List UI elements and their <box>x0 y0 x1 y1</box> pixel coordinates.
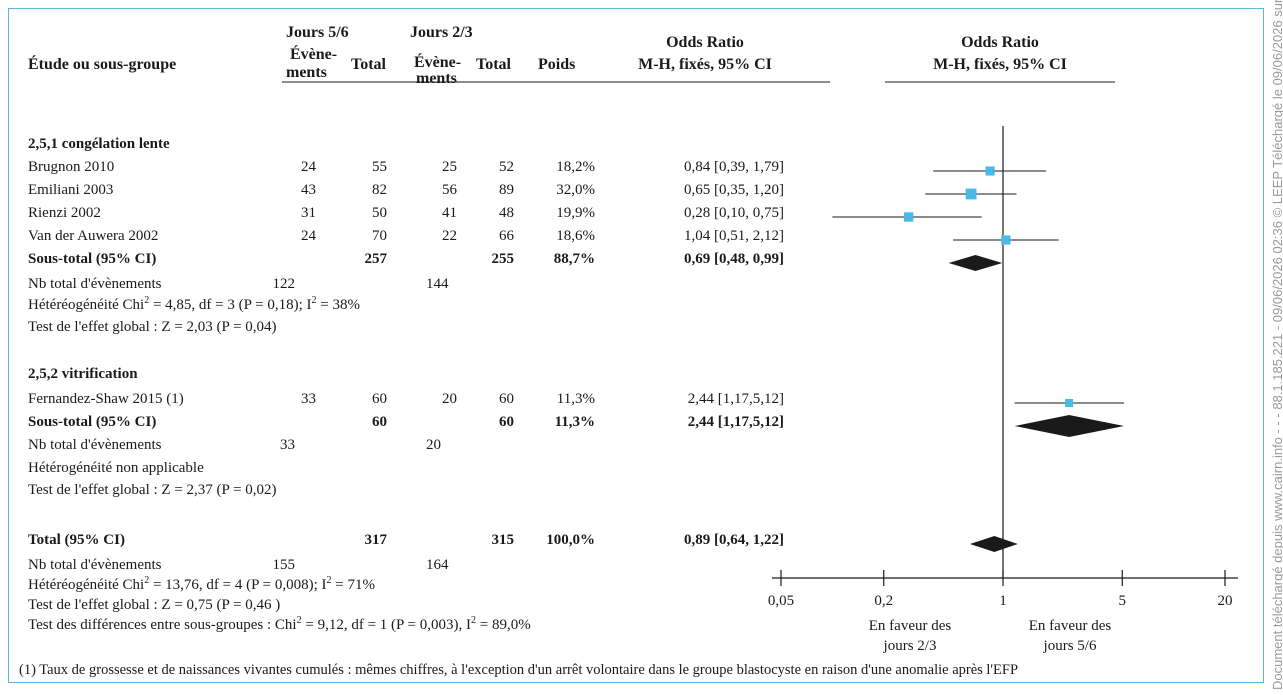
group2-header: Jours 2/3 <box>410 24 473 41</box>
study-header: Étude ou sous-groupe <box>28 56 177 73</box>
total-total2: 315 <box>491 532 515 548</box>
heterogeneity-text: Hétéréogénéité Chi2 = 4,85, df = 3 (P = … <box>28 295 360 314</box>
total1: 82 <box>372 182 387 198</box>
events-total1: 33 <box>280 437 295 453</box>
weight: 32,0% <box>556 182 595 198</box>
subgroup-differences-text: Test des différences entre sous-groupes … <box>28 615 531 634</box>
group1-events-header-bottom: ments <box>286 64 327 81</box>
weight: 18,2% <box>556 159 595 175</box>
events-label: Nb total d'évènements <box>28 437 162 453</box>
total-or-ci: 0,89 [0,64, 1,22] <box>684 532 784 548</box>
subtotal-or-ci: 0,69 [0,48, 0,99] <box>684 251 784 267</box>
group1-events-header-top: Évène- <box>290 46 338 63</box>
study-name: Brugnon 2010 <box>28 159 115 175</box>
total1: 55 <box>372 159 387 175</box>
heterogeneity-text: Hétérogénéité non applicable <box>28 460 204 476</box>
total1: 60 <box>372 391 387 407</box>
events2: 20 <box>442 391 457 407</box>
subtotal-weight: 11,3% <box>554 414 595 430</box>
or-ci: 0,65 [0,35, 1,20] <box>684 182 784 198</box>
weight: 19,9% <box>556 205 595 221</box>
subtotal-label: Sous-total (95% CI) <box>28 414 157 430</box>
group2-events-header-bottom: ments <box>416 70 457 87</box>
group1-header: Jours 5/6 <box>286 24 349 41</box>
events1: 31 <box>301 205 316 221</box>
favours-right-line1: En faveur des <box>1028 618 1112 634</box>
total2: 52 <box>499 159 514 175</box>
events2: 41 <box>442 205 457 221</box>
favours-left-line2: jours 2/3 <box>883 638 937 654</box>
events-label: Nb total d'évènements <box>28 557 162 573</box>
overall-effect-text: Test de l'effet global : Z = 0,75 (P = 0… <box>28 597 281 613</box>
overall-effect-text: Test de l'effet global : Z = 2,03 (P = 0… <box>28 319 277 335</box>
study-name: Van der Auwera 2002 <box>28 228 159 244</box>
events1: 24 <box>301 228 316 244</box>
or-ci: 2,44 [1,17,5,12] <box>687 391 784 407</box>
subtotal-label: Sous-total (95% CI) <box>28 251 157 267</box>
study-name: Emiliani 2003 <box>28 182 114 198</box>
total-weight: 100,0% <box>546 532 595 548</box>
or-ci: 0,28 [0,10, 0,75] <box>684 205 784 221</box>
total-label: Total (95% CI) <box>28 532 125 548</box>
weight: 18,6% <box>556 228 595 244</box>
events1: 24 <box>301 159 316 175</box>
subtotal-weight: 88,7% <box>553 251 595 267</box>
overall-effect-text: Test de l'effet global : Z = 2,37 (P = 0… <box>28 482 277 498</box>
events-total2: 144 <box>426 276 449 292</box>
group2-events-header-top: Évène- <box>414 54 462 71</box>
subtotal-or-ci: 2,44 [1,17,5,12] <box>687 414 784 430</box>
total2: 89 <box>499 182 514 198</box>
subtotal-total1: 60 <box>372 414 387 430</box>
subtotal-total2: 60 <box>499 414 514 430</box>
study-name: Fernandez-Shaw 2015 (1) <box>28 391 184 407</box>
weight-header: Poids <box>538 56 576 73</box>
events-total2: 164 <box>426 557 449 573</box>
figure-frame <box>8 8 1264 683</box>
events-total1: 122 <box>272 276 296 292</box>
total1: 70 <box>372 228 387 244</box>
plot-header-method: M-H, fixés, 95% CI <box>933 56 1067 73</box>
events1: 43 <box>301 182 316 198</box>
events2: 25 <box>442 159 457 175</box>
group2-total-header: Total <box>476 56 511 73</box>
favours-left-line1: En faveur des <box>868 618 952 634</box>
group1-total-header: Total <box>351 56 386 73</box>
weight: 11,3% <box>556 391 595 407</box>
or-header-method: M-H, fixés, 95% CI <box>638 56 772 73</box>
events1: 33 <box>301 391 316 407</box>
or-header-title: Odds Ratio <box>666 34 744 51</box>
total2: 60 <box>499 391 514 407</box>
subtotal-total1: 257 <box>364 251 388 267</box>
total2: 66 <box>499 228 514 244</box>
heterogeneity-text: Hétéréogénéité Chi2 = 13,76, df = 4 (P =… <box>28 575 375 594</box>
events2: 22 <box>442 228 457 244</box>
footnote: (1) Taux de grossesse et de naissances v… <box>19 662 1019 678</box>
total2: 48 <box>499 205 514 221</box>
subgroup1-title: 2,5,1 congélation lente <box>28 136 170 152</box>
study-name: Rienzi 2002 <box>28 205 101 221</box>
favours-right-line2: jours 5/6 <box>1043 638 1097 654</box>
watermark: Document téléchargé depuis www.cairn.inf… <box>1270 0 1283 690</box>
subtotal-total2: 255 <box>491 251 515 267</box>
subgroup2-title: 2,5,2 vitrification <box>28 366 138 382</box>
events-total1: 155 <box>272 557 296 573</box>
or-ci: 0,84 [0,39, 1,79] <box>684 159 784 175</box>
events-label: Nb total d'évènements <box>28 276 162 292</box>
events2: 56 <box>442 182 457 198</box>
or-ci: 1,04 [0,51, 2,12] <box>684 228 784 244</box>
total-total1: 317 <box>364 532 388 548</box>
plot-header-title: Odds Ratio <box>961 34 1039 51</box>
events-total2: 20 <box>426 437 441 453</box>
total1: 50 <box>372 205 387 221</box>
